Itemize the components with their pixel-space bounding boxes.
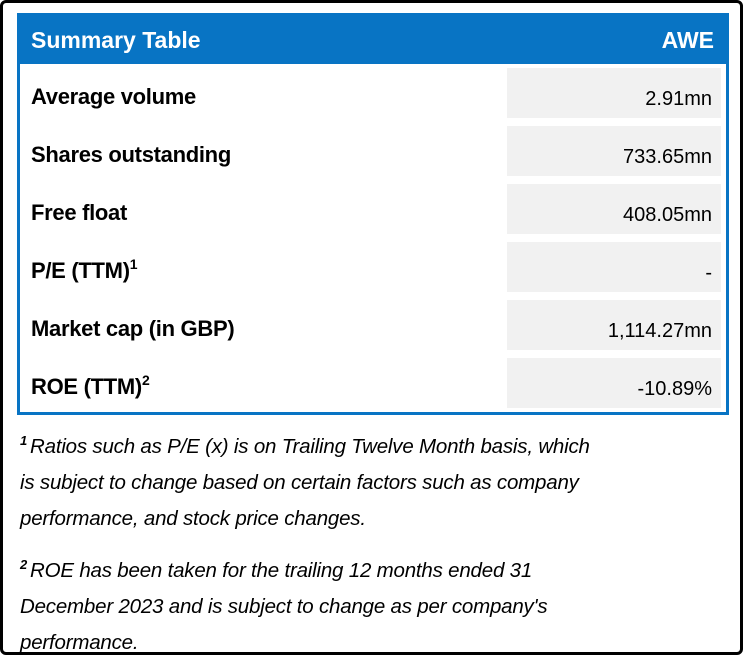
- row-value: 1,114.27mn: [507, 300, 721, 350]
- row-label: Market cap (in GBP): [31, 316, 235, 341]
- table-title: Summary Table: [31, 26, 201, 53]
- footnote-text: performance, and stock price changes.: [20, 507, 366, 530]
- row-label: ROE (TTM)2: [31, 372, 150, 399]
- row-label: P/E (TTM)1: [31, 256, 138, 283]
- row-value: -: [507, 242, 721, 292]
- row-label: Shares outstanding: [31, 142, 231, 167]
- table-row-roe-ttm: ROE (TTM)2 -10.89%: [20, 354, 726, 412]
- row-superscript: 1: [129, 256, 138, 272]
- footnote-text: Ratios such as P/E (x) is on Trailing Tw…: [30, 435, 590, 458]
- row-superscript: 2: [141, 372, 150, 388]
- footnote-text: December 2023 and is subject to change a…: [20, 595, 548, 618]
- footnote-roe-ttm: 2 ROE has been taken for the trailing 12 …: [20, 547, 726, 654]
- footnote-marker: 2: [20, 557, 28, 572]
- table-header: Summary Table AWE: [20, 16, 726, 64]
- row-value: -10.89%: [507, 358, 721, 408]
- footnote-text: is subject to change based on certain fa…: [20, 471, 579, 494]
- row-label: Average volume: [31, 84, 196, 109]
- table-row-pe-ttm: P/E (TTM)1 -: [20, 238, 726, 296]
- table-row-free-float: Free float 408.05mn: [20, 180, 726, 238]
- footnote-text: ROE has been taken for the trailing 12 m…: [30, 559, 533, 582]
- row-value: 408.05mn: [507, 184, 721, 234]
- table-row-market-cap: Market cap (in GBP) 1,114.27mn: [20, 296, 726, 354]
- ticker-label: AWE: [661, 26, 714, 53]
- table-row-average-volume: Average volume 2.91mn: [20, 64, 726, 122]
- footnote-marker: 1: [20, 433, 28, 448]
- footnotes-section: 1 Ratios such as P/E (x) is on Trailing T…: [20, 423, 726, 654]
- footnote-text: performance.: [20, 631, 139, 654]
- table-row-shares-outstanding: Shares outstanding 733.65mn: [20, 122, 726, 180]
- row-value: 733.65mn: [507, 126, 721, 176]
- footnote-pe-ttm: 1 Ratios such as P/E (x) is on Trailing T…: [20, 423, 726, 537]
- table-body: Average volume 2.91mn Shares outstanding…: [20, 64, 726, 412]
- row-value: 2.91mn: [507, 68, 721, 118]
- row-label: Free float: [31, 200, 128, 225]
- summary-card: Summary Table AWE Average volume 2.91mn …: [17, 13, 729, 415]
